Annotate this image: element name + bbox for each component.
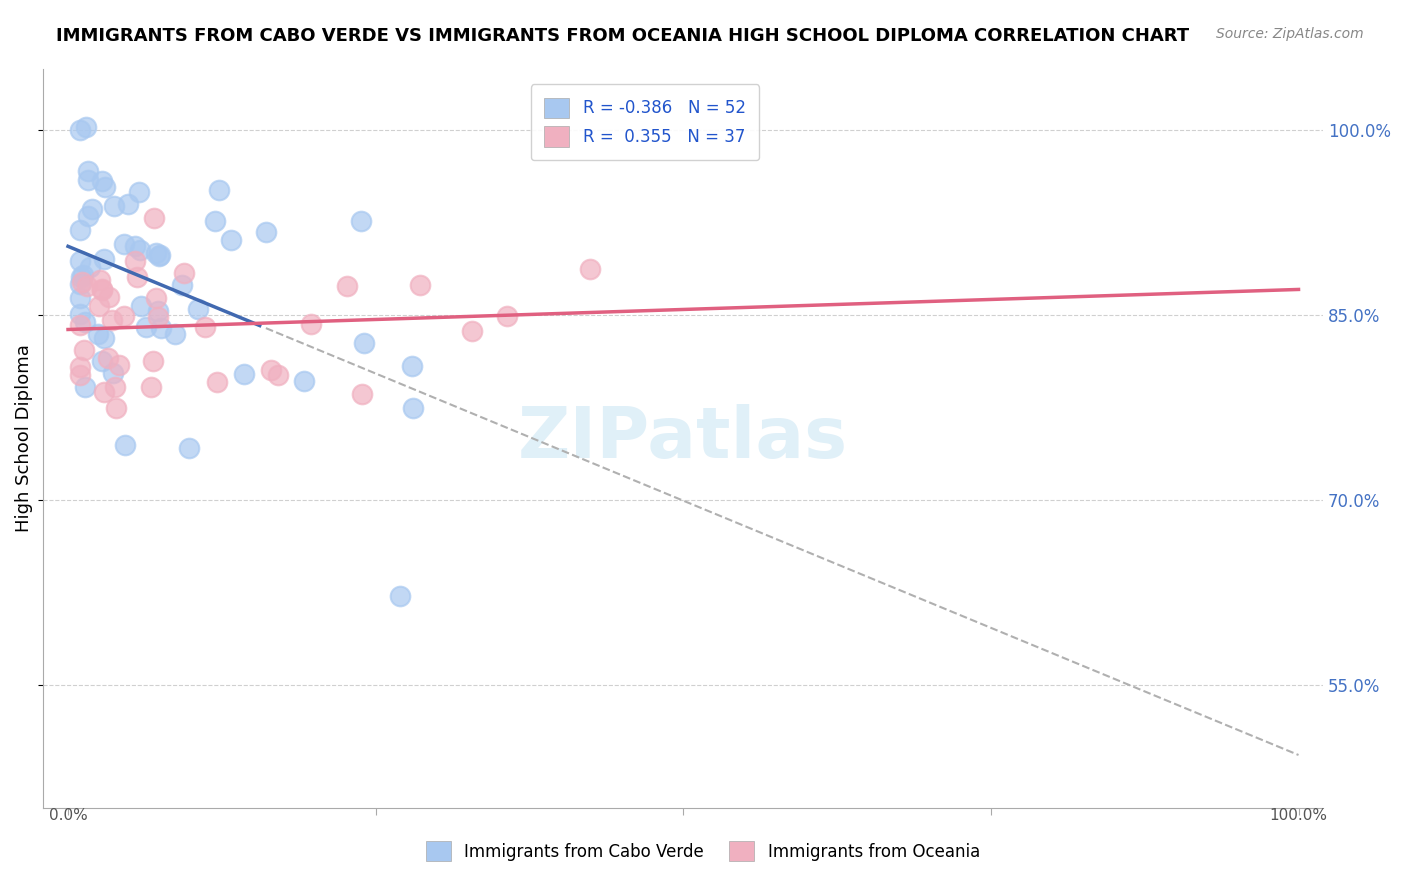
Point <box>461 324 484 338</box>
Point <box>579 262 602 277</box>
Point <box>204 214 226 228</box>
Point <box>69 306 91 320</box>
Point <box>69 254 91 268</box>
Point <box>187 301 209 316</box>
Point <box>194 320 217 334</box>
Point <box>91 282 114 296</box>
Point <box>73 343 96 358</box>
Point <box>402 401 425 415</box>
Point <box>124 254 146 268</box>
Point <box>98 289 121 303</box>
Point <box>129 299 152 313</box>
Legend: Immigrants from Cabo Verde, Immigrants from Oceania: Immigrants from Cabo Verde, Immigrants f… <box>413 828 993 875</box>
Point <box>125 269 148 284</box>
Point <box>101 313 124 327</box>
Text: 100.0%: 100.0% <box>1270 808 1327 823</box>
Point <box>207 376 229 390</box>
Point <box>139 379 162 393</box>
Point <box>79 260 101 275</box>
Point <box>145 291 167 305</box>
Point <box>69 318 91 332</box>
Point <box>350 214 373 228</box>
Point <box>170 278 193 293</box>
Point <box>150 320 173 334</box>
Point <box>114 438 136 452</box>
Point <box>73 380 96 394</box>
Point <box>232 367 254 381</box>
Point <box>89 273 111 287</box>
Point <box>94 180 117 194</box>
Point <box>173 266 195 280</box>
Point <box>149 247 172 261</box>
Point <box>179 441 201 455</box>
Point <box>69 277 91 291</box>
Point <box>299 317 322 331</box>
Point <box>145 246 167 260</box>
Point <box>101 366 124 380</box>
Point <box>353 335 375 350</box>
Point <box>72 268 94 282</box>
Point <box>350 386 373 401</box>
Point <box>148 249 170 263</box>
Y-axis label: High School Diploma: High School Diploma <box>15 344 32 533</box>
Point <box>401 359 423 373</box>
Point <box>69 270 91 285</box>
Point <box>69 223 91 237</box>
Point <box>163 327 186 342</box>
Text: Source: ZipAtlas.com: Source: ZipAtlas.com <box>1216 27 1364 41</box>
Point <box>146 310 169 324</box>
Point <box>76 279 98 293</box>
Point <box>292 374 315 388</box>
Legend: R = -0.386   N = 52, R =  0.355   N = 37: R = -0.386 N = 52, R = 0.355 N = 37 <box>531 84 759 160</box>
Point <box>129 244 152 258</box>
Point <box>69 291 91 305</box>
Point <box>91 354 114 368</box>
Point <box>72 276 94 290</box>
Point <box>75 120 97 135</box>
Point <box>103 199 125 213</box>
Point <box>86 326 108 341</box>
Point <box>219 233 242 247</box>
Point <box>90 283 112 297</box>
Point <box>143 211 166 226</box>
Point <box>80 202 103 216</box>
Text: 0.0%: 0.0% <box>49 808 87 823</box>
Point <box>142 354 165 368</box>
Point <box>266 368 288 382</box>
Point <box>409 277 432 292</box>
Point <box>254 225 277 239</box>
Point <box>496 309 519 323</box>
Point <box>93 331 115 345</box>
Point <box>97 351 120 366</box>
Point <box>208 182 231 196</box>
Point <box>87 299 110 313</box>
Point <box>260 363 283 377</box>
Point <box>112 309 135 323</box>
Point <box>69 359 91 374</box>
Point <box>69 123 91 137</box>
Point <box>93 252 115 266</box>
Text: IMMIGRANTS FROM CABO VERDE VS IMMIGRANTS FROM OCEANIA HIGH SCHOOL DIPLOMA CORREL: IMMIGRANTS FROM CABO VERDE VS IMMIGRANTS… <box>56 27 1189 45</box>
Point <box>388 589 411 603</box>
Point <box>146 304 169 318</box>
Point <box>105 401 128 415</box>
Point <box>69 368 91 383</box>
Text: ZIPatlas: ZIPatlas <box>519 404 848 473</box>
Point <box>104 380 127 394</box>
Point <box>93 385 115 400</box>
Point <box>112 237 135 252</box>
Point <box>90 174 112 188</box>
Point <box>77 173 100 187</box>
Point <box>73 314 96 328</box>
Point <box>336 279 359 293</box>
Point <box>128 185 150 199</box>
Point <box>117 197 139 211</box>
Point <box>77 209 100 223</box>
Point <box>107 358 129 372</box>
Point <box>124 239 146 253</box>
Point <box>135 319 157 334</box>
Point <box>76 164 98 178</box>
